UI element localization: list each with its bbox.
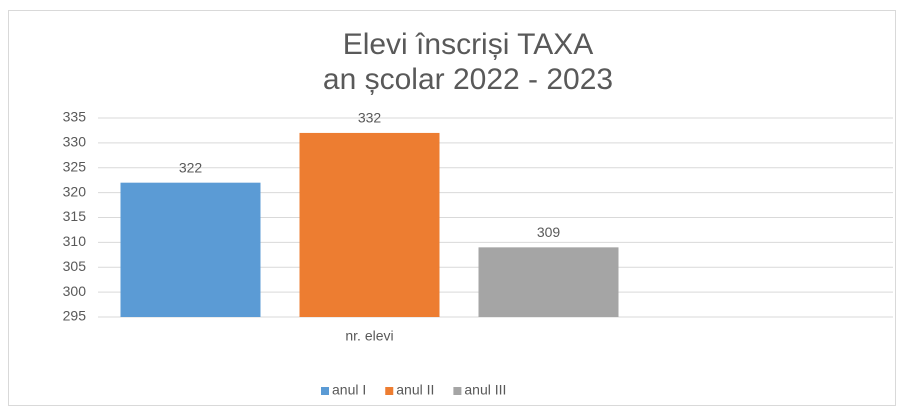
bar: [120, 182, 261, 317]
y-tick-label: 335: [63, 109, 87, 125]
bar: [299, 132, 440, 317]
legend-swatch: [385, 387, 394, 395]
y-tick-label: 295: [63, 308, 87, 324]
x-tick-label: nr. elevi: [345, 328, 393, 344]
legend-swatch: [453, 387, 462, 395]
data-label: 332: [358, 110, 382, 126]
data-label: 322: [179, 159, 203, 175]
bar: [478, 247, 619, 317]
y-tick-label: 315: [63, 208, 87, 224]
legend-label: anul II: [396, 382, 434, 398]
y-tick-label: 330: [63, 134, 87, 150]
legend-label: anul III: [464, 382, 506, 398]
y-tick-label: 305: [63, 258, 87, 274]
legend-label: anul I: [332, 382, 366, 398]
chart-title: an școlar 2022 - 2023: [323, 63, 613, 96]
legend-swatch: [321, 387, 329, 395]
y-tick-label: 300: [63, 283, 87, 299]
y-tick-label: 320: [63, 183, 87, 199]
chart-title: Elevi înscriși TAXA: [343, 28, 594, 61]
y-tick-label: 325: [63, 158, 87, 174]
y-tick-label: 310: [63, 233, 87, 249]
data-label: 309: [537, 224, 561, 240]
